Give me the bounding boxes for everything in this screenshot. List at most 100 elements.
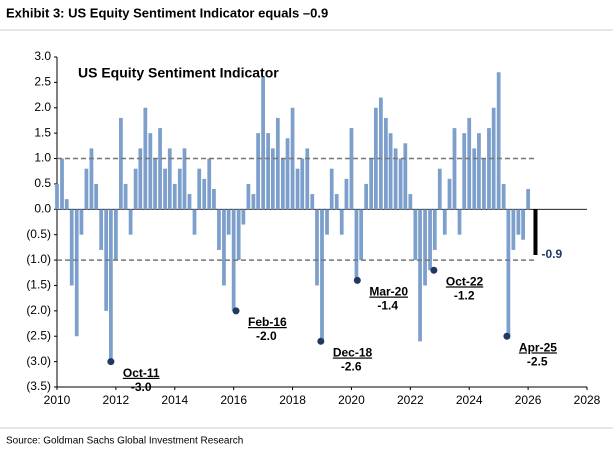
x-tick-label: 2020 <box>338 393 365 407</box>
bar <box>329 168 334 210</box>
bar <box>148 133 153 210</box>
annotation-value: -1.4 <box>377 299 398 313</box>
bar <box>172 183 177 210</box>
bar <box>482 158 486 210</box>
bar <box>177 168 182 210</box>
bar <box>128 209 133 235</box>
bar <box>408 194 413 210</box>
source: Source: Goldman Sachs Global Investment … <box>6 436 243 447</box>
bar <box>477 133 481 210</box>
bar <box>403 143 408 210</box>
x-tick-label: 2024 <box>456 393 483 407</box>
bar <box>60 158 64 210</box>
y-tick-label: (1.0) <box>26 252 51 266</box>
bar <box>94 183 99 210</box>
x-tick-label: 2026 <box>515 393 542 407</box>
bar <box>452 128 457 210</box>
bar <box>428 209 432 271</box>
bar <box>325 209 329 235</box>
bar <box>501 183 506 210</box>
bar <box>388 133 393 210</box>
bar <box>69 209 74 286</box>
y-tick-label: 3.0 <box>34 49 51 63</box>
bar <box>84 168 89 210</box>
annotation-label: Oct-22 <box>446 274 484 288</box>
bar <box>158 128 162 210</box>
y-tick-label: 0.5 <box>34 176 51 190</box>
bar <box>354 209 359 281</box>
bar <box>74 209 79 337</box>
y-tick-label: (2.0) <box>26 303 51 317</box>
bar <box>462 133 467 210</box>
bar <box>217 209 221 250</box>
annotation-label: Mar-20 <box>369 285 408 299</box>
annotation-dot <box>107 358 115 366</box>
bar <box>442 209 447 235</box>
bar <box>526 189 530 210</box>
annotation-dot <box>430 266 438 274</box>
annotation-value: -3.0 <box>131 380 152 394</box>
bar <box>472 148 477 210</box>
bar <box>398 158 403 210</box>
bar <box>187 194 192 210</box>
bar <box>182 148 187 210</box>
bar <box>393 148 398 210</box>
annotation-dot <box>503 332 511 340</box>
bar <box>64 199 69 210</box>
x-tick-label: 2018 <box>279 393 306 407</box>
bar <box>374 107 378 210</box>
bar <box>270 148 275 210</box>
bar <box>114 209 118 261</box>
bar <box>280 158 285 210</box>
bar <box>246 183 251 210</box>
bar <box>487 128 491 210</box>
bar <box>236 209 241 261</box>
bar <box>418 209 422 342</box>
bar <box>241 209 246 225</box>
bar <box>163 168 167 210</box>
bar <box>266 133 270 210</box>
bar <box>123 183 128 210</box>
annotation-value: -2.0 <box>256 329 277 343</box>
bar <box>320 209 324 342</box>
annotation-value: -2.5 <box>527 354 548 368</box>
bar <box>285 138 290 210</box>
x-tick-label: 2010 <box>44 393 71 407</box>
bar <box>496 72 501 210</box>
bar <box>207 158 212 210</box>
bar <box>379 97 383 210</box>
bar <box>315 209 319 286</box>
y-tick-label: 2.0 <box>34 100 51 114</box>
bar <box>55 183 59 210</box>
annotation-label: Feb-16 <box>248 315 287 329</box>
bar <box>432 209 437 250</box>
bar <box>384 117 388 210</box>
bar <box>79 209 84 235</box>
bar <box>339 209 344 235</box>
bar <box>138 148 143 210</box>
bar <box>437 168 442 210</box>
bar <box>447 178 452 210</box>
bar <box>467 117 472 210</box>
bar <box>521 209 525 240</box>
annotation-dot <box>232 307 240 315</box>
annotation-value: -1.2 <box>454 288 475 302</box>
bar <box>119 117 123 210</box>
bar <box>251 194 256 210</box>
current-label: -0.9 <box>541 247 562 261</box>
x-tick-label: 2028 <box>574 393 601 407</box>
bar <box>295 168 300 210</box>
y-tick-label: (2.5) <box>26 328 51 342</box>
bar <box>300 158 305 210</box>
annotation-dot <box>353 276 361 284</box>
y-tick-label: (0.5) <box>26 227 51 241</box>
bar <box>99 209 104 250</box>
bar <box>261 77 265 210</box>
bar <box>275 117 280 210</box>
x-tick-label: 2022 <box>397 393 424 407</box>
bar <box>413 209 418 261</box>
y-tick-label: 0.0 <box>34 201 51 215</box>
annotation-value: -2.6 <box>341 359 362 373</box>
annotation-label: Oct-11 <box>123 366 160 380</box>
